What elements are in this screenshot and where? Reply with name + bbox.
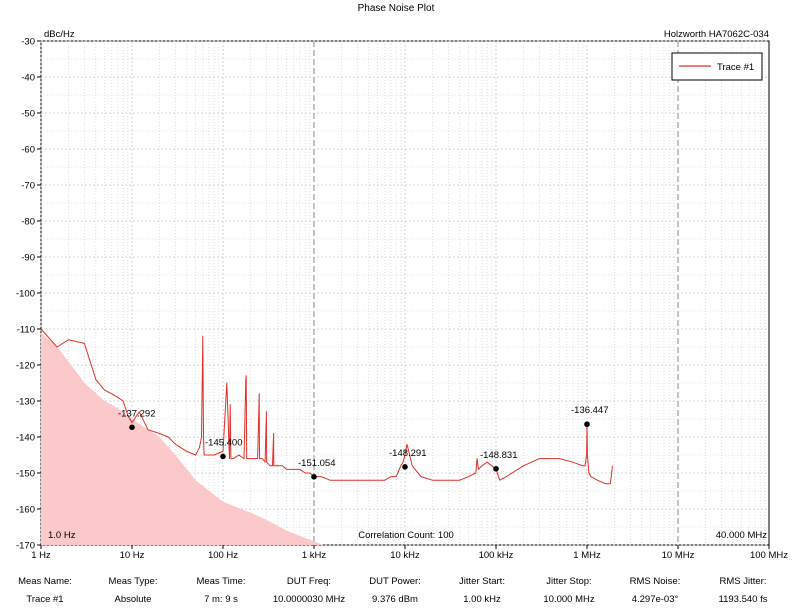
footer-field-value: 1193.540 fs [718,594,768,605]
range-stop-label: 40.000 MHz [716,530,767,541]
footer-field-value: 4.297e-03° [631,594,679,605]
correlation-count: Correlation Count: 100 [358,530,454,541]
noise-floor-area [41,332,405,545]
footer-field: Jitter Stop: 10.000 MHz [524,576,614,605]
footer-field-value: 10.0000030 MHz [272,594,346,605]
footer-field-label: RMS Jitter: [719,576,767,587]
footer-field: Meas Name: Trace #1 [0,576,90,605]
footer-field: RMS Jitter: 1193.540 fs [698,576,788,605]
y-tick-label: -140 [16,433,35,444]
footer-field-label: RMS Noise: [629,576,681,587]
marker-point[interactable] [493,465,499,472]
x-tick-label: 10 Hz [120,550,145,561]
legend[interactable]: Trace #1 [671,52,763,81]
x-axis-ticks: 1 Hz 10 Hz 100 Hz 1 kHz 10 kHz 100 kHz 1 MHz 10… [31,545,788,561]
y-tick-label: -120 [16,361,35,372]
x-tick-label: 100 MHz [750,550,788,561]
x-tick-label: 1 kHz [302,550,327,561]
marker-point[interactable] [220,453,226,460]
footer-field-value: 7 m: 9 s [204,594,238,605]
marker-group: -137.292 -145.400 -151.054 -148.291 -148.831… [118,405,609,480]
footer-field-label: DUT Power: [369,576,421,587]
footer-field-label: DUT Freq: [286,576,332,587]
marker-point[interactable] [129,424,135,431]
footer-field-label: Jitter Stop: [546,576,592,587]
y-tick-label: -160 [16,505,35,516]
chart-title: Phase Noise Plot [357,3,435,14]
y-tick-label: -60 [21,145,35,156]
series-line-trace [41,328,613,485]
footer-field-value: 9.376 dBm [372,594,418,605]
footer-field-value: Trace #1 [26,594,64,605]
footer-field-label: Jitter Start: [459,576,505,587]
footer-field: Meas Time: 7 m: 9 s [176,576,266,605]
noise-floor-fill [41,332,405,545]
marker-label: -148.291 [389,448,427,459]
y-tick-label: -40 [21,73,35,84]
y-tick-label: -30 [21,37,35,48]
footer-field-label: Meas Name: [18,576,72,587]
y-tick-label: -50 [21,109,35,120]
x-tick-label: 1 MHz [573,550,601,561]
y-tick-label: -150 [16,469,35,480]
footer-field-value: 1.00 kHz [463,594,501,605]
x-tick-label: 10 kHz [390,550,420,561]
footer-field-value: 10.000 MHz [543,594,595,605]
marker-label: -145.400 [205,437,243,448]
marker-label: -151.054 [298,458,336,469]
footer-field: Meas Type: Absolute [88,576,178,605]
y-axis-ticks: -30 -40 -50 -60 -70 -80 -90 -100 -110 -120 -130 -14… [16,37,41,552]
y-axis-label: dBc/Hz [44,29,75,40]
footer-field-value: Absolute [114,594,152,605]
marker-label: -148.831 [480,450,518,461]
footer-field: DUT Freq: 10.0000030 MHz [264,576,354,605]
marker-label: -137.292 [118,408,156,419]
footer-field: Jitter Start: 1.00 kHz [437,576,527,605]
series-lines [41,328,613,485]
x-tick-label: 100 Hz [208,550,238,561]
y-tick-label: -100 [16,289,35,300]
range-start-label: 1.0 Hz [48,530,76,541]
x-tick-label: 1 Hz [31,550,51,561]
phase-noise-chart: -137.292 -145.400 -151.054 -148.291 -148.831… [16,29,788,561]
y-tick-label: -70 [21,181,35,192]
y-tick-label: -170 [16,541,35,552]
x-tick-label: 100 kHz [479,550,514,561]
marker-point[interactable] [584,421,590,428]
footer-field-label: Meas Time: [196,576,246,587]
y-tick-label: -90 [21,253,35,264]
footer-field: DUT Power: 9.376 dBm [350,576,440,605]
footer-field: RMS Noise: 4.297e-03° [610,576,700,605]
device-label: Holzworth HA7062C-034 [664,29,769,40]
y-tick-label: -110 [17,325,35,336]
y-tick-label: -80 [21,217,35,228]
measurement-footer: Meas Name: Trace #1 Meas Type: Absolute Meas… [0,570,792,612]
y-tick-label: -130 [16,397,35,408]
marker-label: -136.447 [571,405,609,416]
marker-point[interactable] [311,473,317,480]
marker-point[interactable] [402,464,408,470]
footer-field-label: Meas Type: [108,576,158,587]
legend-entry: Trace #1 [717,62,754,73]
x-tick-label: 10 MHz [662,550,695,561]
